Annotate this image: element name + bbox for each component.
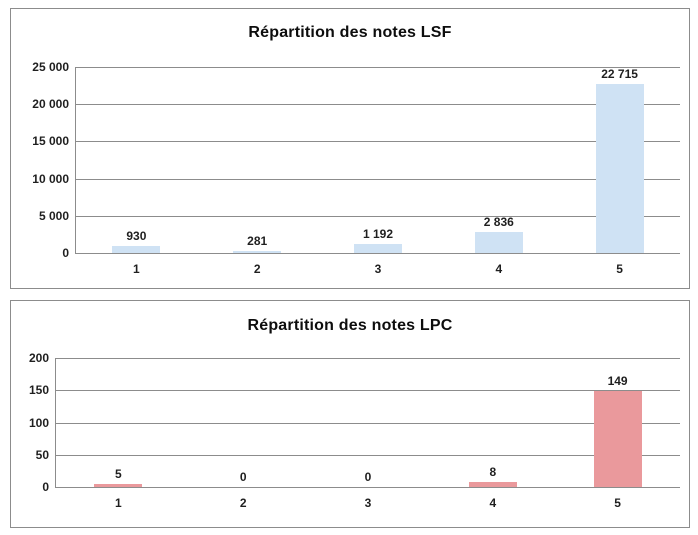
data-label: 0 (239, 470, 247, 484)
data-label: 930 (126, 229, 147, 244)
y-tick-label: 200 (28, 351, 49, 365)
chart-title-lpc: Répartition des notes LPC (247, 317, 453, 334)
y-tick-label: 0 (62, 246, 69, 260)
bar (595, 84, 644, 253)
data-label: 1 192 (362, 227, 393, 242)
bar (468, 481, 517, 487)
x-tick-label: 5 (616, 262, 623, 276)
data-label: 281 (247, 233, 268, 248)
data-label: 22 715 (601, 67, 638, 82)
chart-panel-lpc: Répartition des notes LPC 200 150 100 50 0 5… (10, 300, 690, 528)
gridline (76, 178, 680, 180)
bar (353, 244, 402, 253)
x-tick-label: 2 (239, 496, 247, 510)
x-tick-label: 2 (253, 262, 261, 276)
bar (233, 250, 282, 253)
y-tick-label: 10 000 (32, 171, 69, 186)
y-tick-label: 15 000 (32, 134, 69, 149)
gridline (56, 390, 680, 392)
y-tick-label: 25 000 (32, 60, 69, 74)
x-tick-label: 4 (495, 262, 503, 276)
x-tick-label: 4 (489, 496, 497, 510)
y-tick-label: 100 (28, 415, 49, 430)
gridline (76, 67, 680, 68)
chart-panel-lsf: Répartition des notes LSF 25 000 20 000 15… (10, 8, 690, 289)
x-tick-label: 1 (133, 262, 140, 276)
data-label: 2 836 (483, 214, 514, 229)
gridline (76, 104, 680, 106)
y-tick-label: 50 (35, 447, 49, 462)
x-tick-label: 3 (364, 496, 372, 510)
chart-title-lsf: Répartition des notes LSF (248, 24, 452, 41)
plot-area: 930 1 281 2 1 192 3 2 836 4 22 715 5 (75, 67, 680, 276)
bar (593, 390, 642, 487)
y-tick-label: 0 (42, 480, 49, 494)
x-tick-label: 5 (614, 496, 621, 510)
plot-area: 5 1 0 2 0 3 8 4 149 5 (55, 358, 680, 510)
gridline (56, 422, 680, 424)
category-slot: 281 2 (197, 67, 318, 276)
bar (94, 483, 143, 487)
data-label: 8 (489, 464, 497, 479)
category-slot: 22 715 5 (559, 67, 680, 276)
gridline (56, 358, 680, 359)
y-tick-label: 150 (28, 383, 49, 398)
y-tick-label: 20 000 (32, 97, 69, 112)
y-axis: 200 150 100 50 0 (11, 351, 49, 494)
data-label: 0 (364, 470, 372, 484)
bar (474, 231, 523, 253)
category-slot: 149 5 (555, 358, 680, 510)
data-label: 149 (607, 373, 628, 388)
gridline (76, 215, 680, 217)
y-tick-label: 5 000 (38, 208, 69, 223)
gridline (56, 454, 680, 456)
bar (112, 246, 161, 253)
category-slot: 1 192 3 (318, 67, 439, 276)
y-axis: 25 000 20 000 15 000 10 000 5 000 0 (11, 60, 69, 260)
x-tick-label: 3 (374, 262, 382, 276)
data-label: 5 (115, 466, 122, 481)
category-slot: 930 1 (76, 67, 197, 276)
gridline (76, 141, 680, 143)
x-tick-label: 1 (115, 496, 122, 510)
category-slot: 2 836 4 (438, 67, 559, 276)
